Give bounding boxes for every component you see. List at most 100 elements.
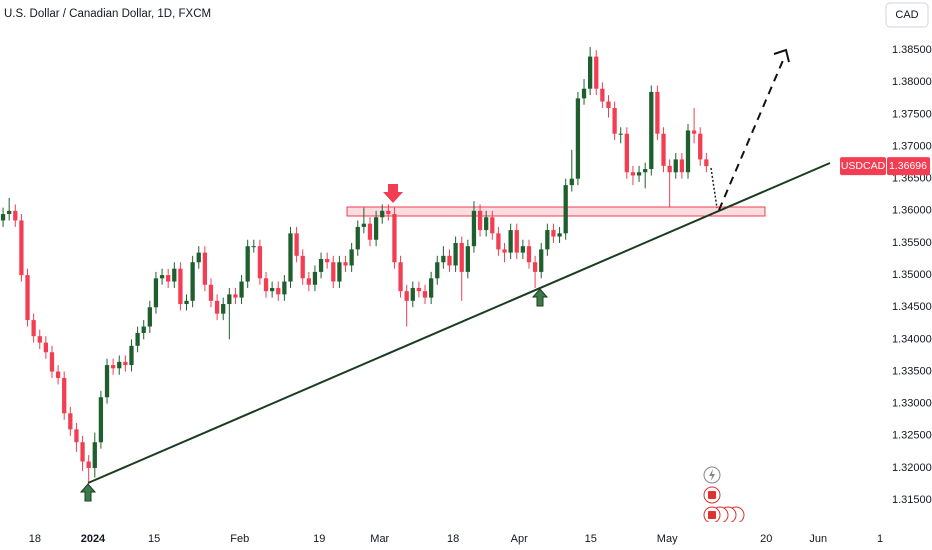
candle-body <box>190 262 195 301</box>
candle-body <box>581 88 587 99</box>
candle-body <box>386 210 391 215</box>
y-tick-label: 1.32000 <box>892 462 932 474</box>
candle-body <box>508 230 513 253</box>
candle-body <box>221 304 226 314</box>
candle-body <box>86 461 91 468</box>
candle-body <box>459 242 464 272</box>
candle-body <box>74 429 79 443</box>
candle-body <box>667 165 672 173</box>
candle-body <box>349 249 354 266</box>
candle-body <box>496 233 501 250</box>
candle-body <box>68 413 73 430</box>
candle-body <box>104 365 110 398</box>
candle-body <box>392 214 397 263</box>
candle-body <box>37 336 42 343</box>
y-tick-label: 1.31500 <box>892 494 932 506</box>
candle-body <box>532 262 538 272</box>
candle-body <box>410 287 415 301</box>
candle-body <box>98 397 104 443</box>
plot-area <box>0 46 766 483</box>
x-tick-label: 2024 <box>81 533 106 545</box>
candle-body <box>539 249 544 272</box>
up-arrow <box>79 483 97 502</box>
candle-body <box>227 294 232 305</box>
candle-body <box>306 278 311 285</box>
y-tick-label: 1.34500 <box>892 301 932 313</box>
time-axis <box>0 522 932 550</box>
flag-glyph <box>708 511 716 519</box>
x-tick-label: Mar <box>370 533 389 545</box>
candle-body <box>55 371 61 378</box>
trend-line <box>87 162 831 484</box>
candle-body <box>679 159 685 173</box>
candle-body <box>398 262 403 292</box>
candle-body <box>135 332 140 346</box>
x-tick-label: 15 <box>585 533 597 545</box>
candle-body <box>502 249 507 253</box>
candle-body <box>184 300 189 305</box>
y-tick-label: 1.36500 <box>892 173 932 185</box>
x-tick-label: 19 <box>313 533 325 545</box>
x-tick-label: Feb <box>230 533 249 545</box>
candle-body <box>49 352 55 372</box>
x-tick-label: 15 <box>148 533 160 545</box>
candle-body <box>606 101 611 108</box>
candle-body <box>612 107 617 134</box>
symbol-tag <box>840 157 886 176</box>
candle-body <box>380 210 385 218</box>
candle-body <box>416 287 422 292</box>
x-tick-label: Jun <box>809 533 827 545</box>
candle-body <box>557 233 562 237</box>
candle-body <box>673 159 678 173</box>
candle-body <box>233 294 238 298</box>
y-tick-label: 1.35000 <box>892 269 932 281</box>
candle-body <box>245 246 250 282</box>
candle-body <box>166 275 171 282</box>
currency-button[interactable] <box>885 2 929 28</box>
candle-body <box>649 91 654 170</box>
candle-body <box>422 291 428 298</box>
candle-body <box>551 230 556 237</box>
y-tick-label: 1.36000 <box>892 205 932 217</box>
candle-body <box>526 246 532 263</box>
up-arrow <box>531 288 549 307</box>
candle-body <box>331 262 336 282</box>
y-tick-label: 1.38500 <box>892 44 932 56</box>
candle-body <box>575 98 581 179</box>
candle-body <box>337 262 342 282</box>
price-tag <box>887 157 930 176</box>
candle-body <box>202 252 208 285</box>
candle-body <box>600 88 605 102</box>
candle-body <box>471 210 477 247</box>
axes: 1.38500 1.38000 1.37500 1.37000 1.36500 1.360… <box>29 44 932 545</box>
candle-body <box>239 281 244 298</box>
candle-body <box>367 223 373 240</box>
currency-label: CAD <box>895 9 918 21</box>
candle-body <box>569 178 574 186</box>
candle-body <box>704 159 709 167</box>
candle-body <box>294 233 299 256</box>
candle-body <box>636 172 642 176</box>
candle-body <box>318 259 324 272</box>
candle-body <box>288 233 293 282</box>
x-tick-label: 18 <box>447 533 459 545</box>
candle-body <box>514 230 519 253</box>
y-tick-label: 1.35500 <box>892 237 932 249</box>
y-tick-label: 1.32500 <box>892 430 932 442</box>
candle-body <box>447 255 452 266</box>
candle-body <box>147 307 152 327</box>
candle-body <box>196 252 201 263</box>
x-tick-label: May <box>657 533 678 545</box>
candle-body <box>404 291 409 301</box>
candle-body <box>685 130 691 173</box>
candle-body <box>117 361 122 369</box>
x-tick-label: 18 <box>29 533 41 545</box>
candle-body <box>484 217 489 231</box>
candle-body <box>594 56 599 89</box>
candle-body <box>263 278 269 292</box>
candle-body <box>325 259 330 263</box>
candle-body <box>282 281 287 295</box>
candle-body <box>214 300 220 314</box>
candle-body <box>361 223 367 227</box>
